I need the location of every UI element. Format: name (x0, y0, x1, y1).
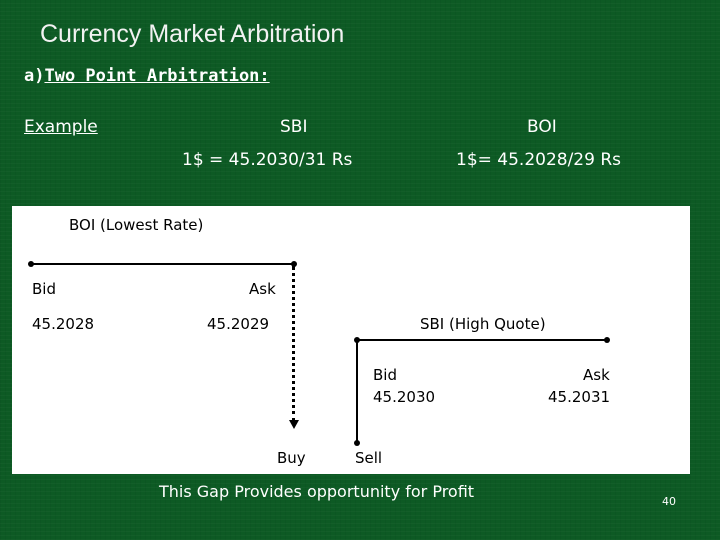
sell-label: Sell (355, 449, 383, 467)
buy-dotted-line (292, 266, 295, 422)
sbi-heading: SBI (High Quote) (420, 315, 546, 333)
buy-arrow-icon (289, 420, 299, 429)
boi-line-start-dot (28, 261, 34, 267)
bank-a-label: SBI (280, 117, 308, 137)
boi-line-end-dot (291, 261, 297, 267)
boi-heading: BOI (Lowest Rate) (69, 216, 204, 234)
slide-title: Currency Market Arbitration (40, 20, 345, 48)
profit-gap-note: This Gap Provides opportunity for Profit (159, 482, 475, 501)
sbi-bid-value: 45.2030 (373, 388, 436, 406)
arbitrage-diagram: BOI (Lowest Rate) Bid Ask 45.2028 45.202… (12, 206, 690, 474)
sbi-bid-label: Bid (373, 366, 397, 384)
sbi-spread-line (357, 339, 607, 341)
example-label: Example (24, 117, 98, 137)
boi-ask-label: Ask (249, 280, 276, 298)
sbi-line-start-dot (354, 337, 360, 343)
sbi-line-end-dot (604, 337, 610, 343)
section-heading: a)Two Point Arbitration: (24, 66, 270, 86)
bank-b-label: BOI (527, 117, 557, 137)
sell-line-end-dot (354, 440, 360, 446)
section-label: a) (24, 66, 45, 86)
bank-a-rate: 1$ = 45.2030/31 Rs (182, 150, 353, 170)
bank-b-rate: 1$= 45.2028/29 Rs (456, 150, 622, 170)
sbi-ask-label: Ask (583, 366, 610, 384)
page-number: 40 (662, 495, 676, 508)
buy-label: Buy (277, 449, 306, 467)
boi-ask-value: 45.2029 (207, 315, 270, 333)
section-title: Two Point Arbitration: (44, 66, 270, 86)
sbi-ask-value: 45.2031 (548, 388, 611, 406)
sell-solid-line (356, 341, 358, 443)
boi-bid-value: 45.2028 (32, 315, 95, 333)
boi-bid-label: Bid (32, 280, 56, 298)
boi-spread-line (31, 263, 294, 265)
